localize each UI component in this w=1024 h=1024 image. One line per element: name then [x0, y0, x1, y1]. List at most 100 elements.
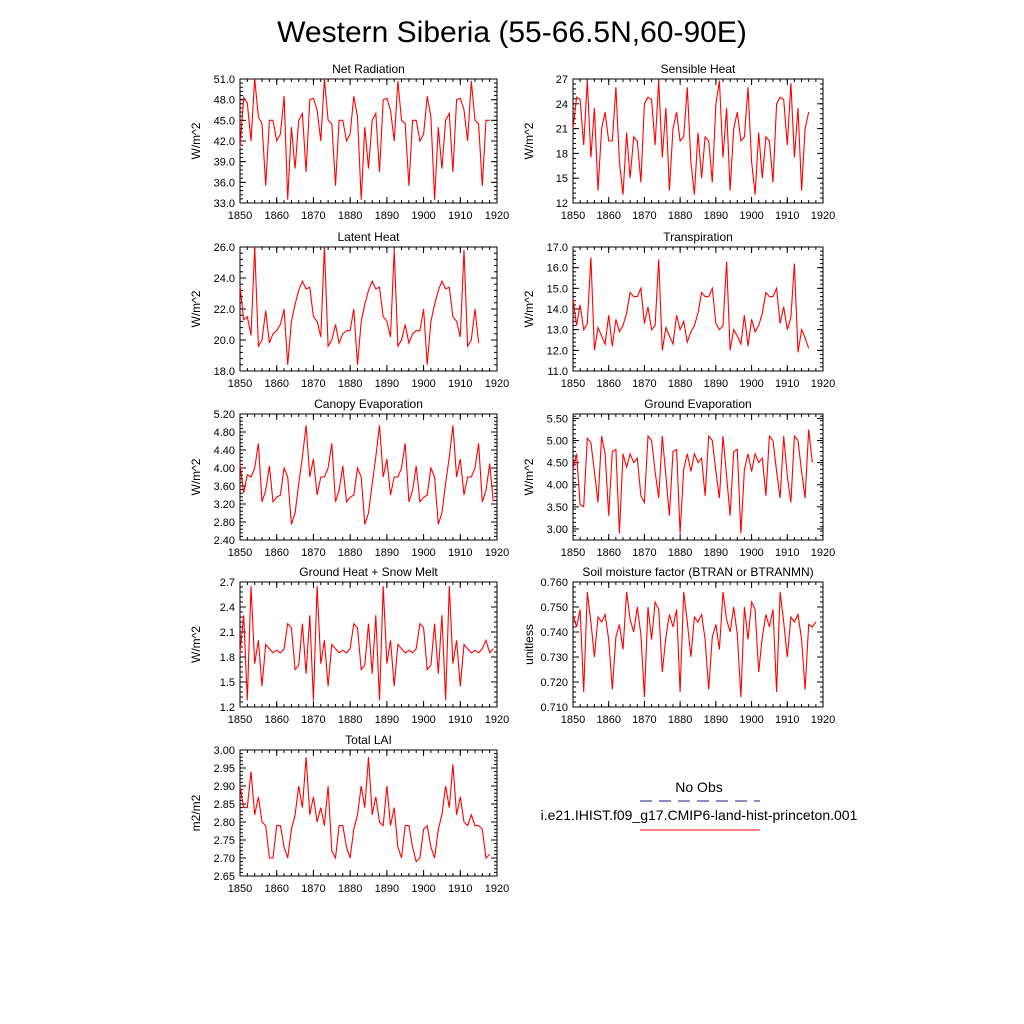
y-tick-label: 2.90	[214, 781, 235, 793]
x-tick-label: 1870	[301, 547, 325, 559]
y-tick-label: 4.40	[214, 445, 235, 457]
y-tick-label: 2.75	[214, 835, 235, 847]
plot-frame	[239, 581, 498, 708]
panel-title: Transpiration	[663, 230, 733, 244]
x-tick-label: 1900	[411, 547, 435, 559]
x-tick-label: 1870	[632, 714, 656, 726]
y-tick-label: 0.710	[540, 702, 568, 714]
panel-title: Canopy Evaporation	[314, 397, 423, 411]
x-tick-label: 1890	[375, 714, 399, 726]
plot-frame	[572, 581, 824, 708]
x-tick-label: 1880	[338, 714, 362, 726]
x-tick-label: 1860	[264, 210, 288, 222]
plot-frame	[239, 78, 498, 204]
y-tick-label: 16.0	[547, 263, 568, 275]
x-tick-label: 1880	[668, 210, 692, 222]
y-tick-label: 22.0	[214, 304, 235, 316]
y-axis-label: m2/m2	[189, 794, 203, 831]
series-line	[572, 257, 810, 353]
panel-title: Ground Heat + Snow Melt	[299, 565, 438, 579]
y-tick-label: 2.1	[220, 627, 235, 639]
plot-frame	[239, 246, 498, 372]
y-tick-label: 0.760	[540, 577, 568, 589]
series-line	[239, 425, 494, 525]
y-tick-label: 5.00	[547, 436, 568, 448]
x-tick-label: 1860	[264, 714, 288, 726]
x-tick-label: 1870	[301, 378, 325, 390]
x-tick-label: 1850	[228, 547, 252, 559]
y-tick-label: 0.730	[540, 652, 568, 664]
y-tick-label: 27	[556, 74, 568, 86]
x-tick-label: 1890	[375, 547, 399, 559]
plot-frame	[239, 749, 498, 877]
x-tick-label: 1910	[448, 714, 472, 726]
plot-frame	[572, 246, 824, 372]
x-tick-label: 1880	[668, 714, 692, 726]
x-tick-label: 1890	[375, 378, 399, 390]
y-tick-label: 1.8	[220, 652, 235, 664]
panel-ground-heat-snow-melt: Ground Heat + Snow Melt W/m^2 1850 1860 1870…	[189, 565, 509, 726]
y-tick-label: 51.0	[214, 74, 235, 86]
y-tick-label: 1.2	[220, 702, 235, 714]
y-tick-label: 24	[556, 99, 568, 111]
y-tick-label: 2.65	[214, 871, 235, 883]
x-tick-label: 1850	[228, 210, 252, 222]
series-line	[572, 591, 817, 698]
x-tick-label: 1870	[632, 210, 656, 222]
y-tick-label: 26.0	[214, 242, 235, 254]
y-tick-label: 3.50	[547, 502, 568, 514]
panel-latent-heat: Latent Heat W/m^2 1850 1860 1870 1880 1890 1900…	[189, 230, 509, 390]
panels-group: Net Radiation W/m^2 1850 1860 1870 1880 1890 19…	[189, 62, 835, 895]
x-tick-label: 1880	[338, 378, 362, 390]
x-tick-label: 1870	[632, 547, 656, 559]
y-tick-label: 15.0	[547, 283, 568, 295]
x-tick-label: 1900	[411, 210, 435, 222]
y-tick-label: 3.20	[214, 499, 235, 511]
panel-title: Latent Heat	[337, 230, 400, 244]
y-tick-label: 15	[556, 173, 568, 185]
y-tick-label: 14.0	[547, 304, 568, 316]
y-axis-label: W/m^2	[189, 290, 203, 327]
y-tick-label: 5.50	[547, 413, 568, 425]
x-tick-label: 1890	[704, 714, 728, 726]
x-tick-label: 1850	[561, 714, 585, 726]
y-tick-label: 4.00	[547, 480, 568, 492]
x-tick-label: 1890	[375, 883, 399, 895]
y-tick-label: 3.00	[547, 524, 568, 536]
y-tick-label: 4.80	[214, 427, 235, 439]
x-tick-label: 1900	[411, 714, 435, 726]
x-tick-label: 1920	[811, 714, 835, 726]
series-line	[572, 80, 810, 195]
x-tick-label: 1860	[596, 378, 620, 390]
panel-title: Soil moisture factor (BTRAN or BTRANMN)	[582, 565, 813, 579]
panel-title: Ground Evaporation	[644, 397, 751, 411]
series-line	[572, 429, 813, 534]
x-tick-label: 1920	[485, 378, 509, 390]
y-tick-label: 39.0	[214, 157, 235, 169]
x-tick-label: 1920	[811, 378, 835, 390]
x-tick-label: 1880	[338, 210, 362, 222]
x-tick-label: 1850	[561, 378, 585, 390]
x-tick-label: 1920	[811, 547, 835, 559]
panel-net-radiation: Net Radiation W/m^2 1850 1860 1870 1880 1890 19…	[189, 62, 509, 222]
x-tick-label: 1880	[338, 547, 362, 559]
y-axis-label: W/m^2	[189, 626, 203, 663]
y-tick-label: 2.70	[214, 853, 235, 865]
plot-frame	[239, 413, 498, 541]
x-tick-label: 1910	[775, 714, 799, 726]
x-tick-label: 1910	[775, 547, 799, 559]
series-line	[239, 586, 494, 701]
y-axis-label: W/m^2	[189, 458, 203, 495]
y-tick-label: 24.0	[214, 273, 235, 285]
x-tick-label: 1890	[375, 210, 399, 222]
panel-canopy-evaporation: Canopy Evaporation W/m^2 1850 1860 1870 1880 1…	[189, 397, 509, 559]
y-tick-label: 0.740	[540, 627, 568, 639]
x-tick-label: 1860	[264, 883, 288, 895]
x-tick-label: 1890	[704, 547, 728, 559]
y-tick-label: 1.5	[220, 677, 235, 689]
y-tick-label: 45.0	[214, 115, 235, 127]
x-tick-label: 1910	[775, 210, 799, 222]
y-tick-label: 42.0	[214, 136, 235, 148]
x-tick-label: 1900	[411, 378, 435, 390]
